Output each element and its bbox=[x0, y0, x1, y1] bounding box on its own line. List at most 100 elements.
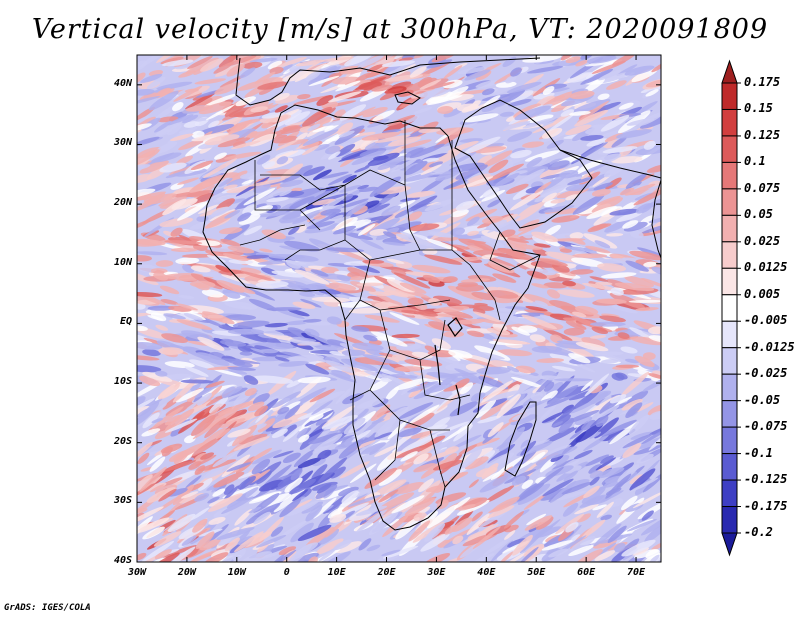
colorbar-bottom-arrow bbox=[721, 532, 738, 557]
field-streak bbox=[459, 382, 474, 395]
field-streak bbox=[146, 487, 176, 503]
field-streak bbox=[447, 285, 483, 301]
field-streak bbox=[643, 261, 658, 268]
field-streak bbox=[541, 91, 576, 109]
field-streak bbox=[318, 289, 341, 295]
field-streak bbox=[293, 95, 332, 105]
field-streak bbox=[312, 169, 332, 181]
field-streak bbox=[216, 527, 255, 540]
field-streak bbox=[327, 174, 353, 186]
field-streak bbox=[301, 332, 332, 347]
field-streak bbox=[311, 464, 328, 480]
field-streak bbox=[377, 155, 407, 171]
field-streak bbox=[341, 349, 366, 356]
field-streak bbox=[241, 55, 261, 65]
field-streak bbox=[572, 194, 605, 215]
field-streak bbox=[401, 139, 432, 149]
field-streak bbox=[137, 219, 151, 230]
field-streak bbox=[190, 265, 211, 273]
colorbar-label: 0.005 bbox=[744, 286, 781, 301]
map-title: Vertical velocity [m/s] at 300hPa, VT: 2… bbox=[31, 14, 769, 45]
field-streak bbox=[140, 73, 163, 83]
field-streak bbox=[246, 254, 270, 259]
field-streak bbox=[299, 291, 316, 297]
field-streak bbox=[411, 351, 433, 359]
colorbar-segment bbox=[721, 347, 738, 375]
field-streak bbox=[449, 244, 470, 250]
field-streak bbox=[322, 119, 353, 127]
field-streak bbox=[464, 136, 501, 154]
field-streak bbox=[586, 138, 608, 147]
field-streak bbox=[137, 251, 168, 256]
field-streak bbox=[512, 312, 545, 318]
field-streak bbox=[137, 474, 153, 495]
field-streak bbox=[279, 180, 304, 188]
field-streak bbox=[630, 431, 655, 440]
colorbar-label: -0.005 bbox=[744, 313, 788, 328]
field-streak bbox=[574, 504, 599, 515]
field-streak bbox=[420, 164, 442, 176]
colorbar-label: -0.1 bbox=[744, 445, 773, 460]
field-streak bbox=[499, 248, 536, 261]
field-streak bbox=[504, 465, 521, 477]
field-streak bbox=[444, 524, 458, 535]
field-streak bbox=[137, 72, 146, 84]
field-streak bbox=[159, 285, 180, 295]
field-streak bbox=[183, 121, 200, 128]
field-streak bbox=[338, 130, 355, 138]
colorbar-segment bbox=[721, 373, 738, 402]
field-streak bbox=[196, 124, 235, 136]
field-streak bbox=[606, 80, 627, 90]
field-streak bbox=[309, 388, 336, 403]
field-streak bbox=[458, 444, 478, 455]
field-streak bbox=[526, 156, 543, 168]
field-streak bbox=[337, 122, 354, 135]
field-streak bbox=[344, 55, 374, 67]
y-tick-label: 10N bbox=[113, 256, 132, 268]
field-streak bbox=[584, 373, 610, 397]
colorbar-segment bbox=[721, 506, 738, 534]
field-streak bbox=[349, 463, 377, 484]
field-streak bbox=[190, 507, 210, 521]
field-streak bbox=[543, 381, 555, 392]
field-streak bbox=[283, 240, 321, 252]
field-streak bbox=[258, 516, 284, 542]
field-streak bbox=[271, 391, 302, 409]
field-streak bbox=[139, 160, 169, 174]
field-streak bbox=[364, 139, 392, 151]
field-streak bbox=[321, 405, 356, 429]
field-streak bbox=[311, 144, 330, 151]
field-streak bbox=[382, 545, 419, 559]
field-streak bbox=[137, 398, 155, 412]
field-streak bbox=[568, 353, 591, 364]
field-streak bbox=[569, 232, 584, 240]
field-streak bbox=[161, 333, 189, 344]
field-streak bbox=[353, 408, 369, 420]
field-streak bbox=[167, 487, 188, 497]
field-streak bbox=[397, 427, 422, 437]
field-streak bbox=[295, 132, 308, 142]
field-streak bbox=[205, 380, 225, 388]
field-streak bbox=[184, 435, 196, 444]
field-streak bbox=[541, 174, 567, 191]
field-streak bbox=[581, 283, 618, 291]
plot-frame bbox=[136, 54, 662, 563]
field-streak bbox=[615, 364, 640, 368]
field-streak bbox=[420, 533, 450, 552]
field-streak bbox=[157, 383, 180, 400]
field-streak bbox=[305, 428, 325, 439]
field-streak bbox=[595, 298, 627, 305]
field-streak bbox=[235, 96, 256, 107]
field-streak bbox=[542, 328, 573, 341]
field-streak bbox=[395, 233, 433, 247]
field-streak bbox=[183, 313, 203, 321]
field-streak bbox=[642, 471, 661, 493]
field-streak bbox=[621, 539, 656, 557]
field-streak bbox=[264, 322, 288, 328]
field-streak bbox=[614, 542, 626, 553]
field-streak bbox=[583, 485, 600, 499]
field-streak bbox=[473, 311, 501, 323]
field-streak bbox=[223, 484, 235, 495]
field-streak bbox=[386, 258, 405, 264]
field-streak bbox=[232, 548, 246, 561]
